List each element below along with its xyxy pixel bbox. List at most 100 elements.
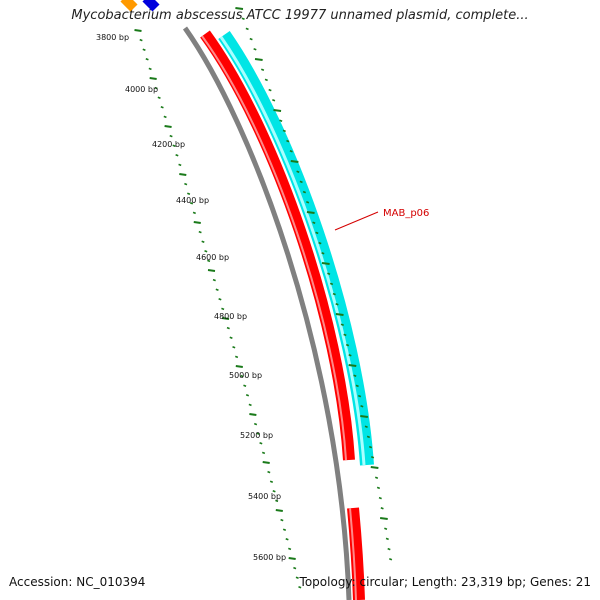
inner-minor-tick: [275, 499, 279, 503]
feature-blue: [142, 0, 160, 12]
inner-minor-tick: [285, 538, 289, 541]
inner-minor-tick: [204, 250, 208, 253]
outer-minor-tick: [343, 333, 347, 337]
inner-minor-tick: [256, 432, 260, 435]
outer-minor-tick: [312, 221, 316, 224]
inner-minor-tick: [282, 528, 287, 531]
outer-minor-tick: [384, 527, 388, 530]
tick-label: 4600 bp: [196, 253, 229, 262]
inner-minor-tick: [229, 336, 233, 339]
inner-minor-tick: [240, 374, 244, 378]
inner-minor-tick: [298, 586, 302, 589]
accession-text: Accession: NC_010394: [9, 575, 146, 589]
inner-minor-tick: [215, 288, 219, 291]
inner-minor-tick: [201, 240, 205, 243]
inner-minor-tick: [269, 480, 274, 483]
inner-minor-tick: [154, 86, 158, 90]
outer-minor-tick: [315, 231, 319, 235]
outer-minor-tick: [272, 99, 276, 102]
inner-major-tick: [288, 557, 296, 560]
cds-reverse-arc-1: [200, 30, 355, 461]
outer-major-tick: [273, 109, 282, 112]
outer-minor-tick: [389, 558, 393, 561]
inner-minor-tick: [253, 422, 258, 426]
outer-minor-tick: [357, 394, 362, 398]
outer-minor-tick: [345, 343, 350, 347]
outer-minor-tick: [366, 435, 371, 439]
outer-minor-tick: [368, 445, 373, 449]
inner-minor-tick: [232, 346, 236, 349]
inner-minor-tick: [189, 202, 194, 205]
inner-minor-tick: [218, 298, 222, 301]
outer-tick-ring: [235, 7, 393, 561]
inner-minor-tick: [148, 67, 152, 71]
summary-text: Topology: circular; Length: 23,319 bp; G…: [299, 575, 591, 589]
cds-forward-arc: [218, 31, 374, 466]
outer-major-tick: [290, 160, 299, 163]
outer-minor-tick: [318, 241, 322, 245]
tick-label: 5600 bp: [253, 553, 286, 562]
inner-minor-tick: [207, 259, 211, 263]
outer-major-tick: [321, 262, 330, 265]
outer-minor-tick: [348, 354, 352, 357]
inner-minor-tick: [293, 566, 297, 570]
inner-minor-tick: [272, 490, 276, 493]
inner-minor-tick: [226, 326, 230, 330]
feature-callout-line: [334, 211, 379, 231]
outer-minor-tick: [321, 252, 325, 255]
cds-reverse-highlight-1: [201, 35, 347, 461]
outer-major-tick: [360, 415, 369, 418]
tick-label-group: 3800 bp 4000 bp 4200 bp 4400 bp 4600 bp 4800 …: [96, 33, 286, 562]
outer-minor-tick: [253, 48, 257, 51]
inner-major-tick: [134, 29, 142, 32]
outer-minor-tick: [380, 507, 384, 510]
inner-major-tick: [235, 365, 243, 368]
outer-minor-tick: [302, 190, 307, 194]
outer-minor-tick: [245, 27, 249, 31]
outer-minor-tick: [299, 180, 303, 184]
inner-minor-tick: [172, 144, 176, 147]
inner-major-tick: [164, 125, 172, 128]
inner-minor-tick: [198, 230, 202, 234]
outer-major-tick: [254, 58, 263, 61]
inner-minor-tick: [280, 518, 284, 522]
outer-minor-tick: [376, 486, 381, 490]
inner-major-tick: [249, 413, 257, 416]
inner-minor-tick: [139, 38, 143, 42]
map-title: Mycobacterium abscessus ATCC 19977 unnam…: [71, 8, 529, 23]
outer-minor-tick: [364, 425, 368, 428]
inner-minor-tick: [175, 154, 179, 157]
inner-minor-tick: [221, 307, 225, 311]
backbone-ring: [182, 26, 352, 600]
outer-minor-tick: [378, 496, 382, 500]
inner-minor-tick: [192, 211, 196, 215]
inner-minor-tick: [295, 576, 299, 579]
inner-tick-ring: [134, 29, 302, 589]
outer-minor-tick: [340, 323, 344, 326]
inner-minor-tick: [212, 278, 216, 282]
outer-major-tick: [335, 313, 344, 316]
outer-minor-tick: [385, 537, 389, 541]
outer-minor-tick: [282, 129, 286, 133]
inner-major-tick: [275, 509, 283, 512]
outer-minor-tick: [329, 282, 334, 286]
tick-label: 4200 bp: [152, 140, 185, 149]
inner-major-tick: [193, 221, 201, 224]
outer-minor-tick: [249, 37, 253, 41]
inner-minor-tick: [261, 451, 266, 455]
inner-minor-tick: [248, 403, 252, 407]
inner-minor-tick: [169, 134, 173, 138]
outer-minor-tick: [335, 303, 339, 306]
inner-minor-tick: [145, 58, 149, 61]
outer-minor-tick: [374, 476, 379, 479]
inner-major-tick: [179, 173, 187, 176]
outer-minor-tick: [264, 78, 268, 82]
outer-minor-tick: [268, 88, 272, 92]
inner-minor-tick: [157, 96, 161, 99]
outer-minor-tick: [387, 547, 391, 551]
inner-minor-tick: [245, 394, 250, 397]
outer-minor-tick: [360, 405, 364, 408]
inner-minor-tick: [267, 470, 271, 474]
tick-label: 4400 bp: [176, 196, 209, 205]
